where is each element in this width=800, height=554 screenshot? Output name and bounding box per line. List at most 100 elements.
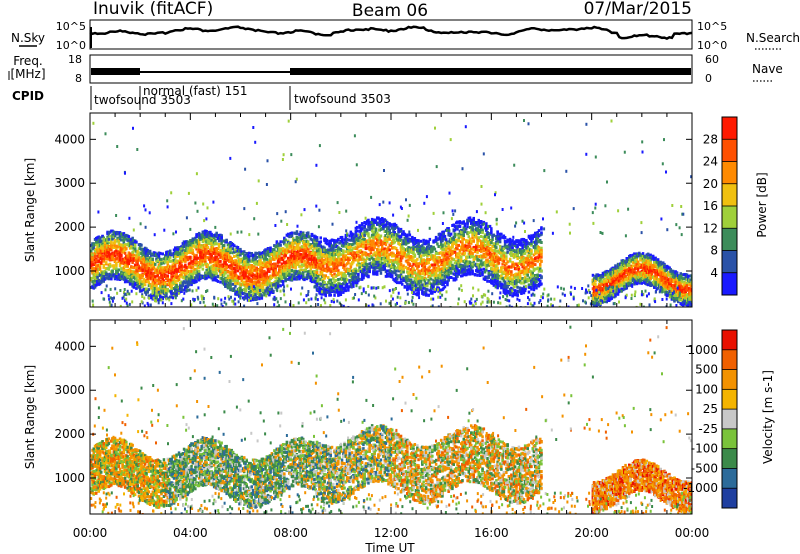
heatmap-cell [214,239,217,242]
heatmap-cell [417,242,420,245]
heatmap-cell [322,265,325,268]
heatmap-cell [223,247,226,250]
nsky-line [90,27,692,39]
heatmap-cell [397,251,400,254]
heatmap-cell [394,261,397,264]
heatmap-cell [110,241,113,244]
heatmap-cell [380,235,383,238]
heatmap-cell [120,255,123,258]
heatmap-cell [358,278,361,281]
heatmap-cell [316,250,319,253]
heatmap-cell [114,254,117,257]
heatmap-cell [251,278,254,281]
heatmap-cell [115,275,118,278]
heatmap-cell [129,283,132,286]
heatmap-cell [170,252,173,255]
nave-label: Nave [752,62,783,76]
heatmap-cell [363,231,366,234]
heatmap-cell [99,237,102,240]
heatmap-cell [350,256,353,259]
heatmap-cell [372,236,375,239]
heatmap-cell [366,264,369,267]
heatmap-cell [174,289,177,292]
heatmap-cell [205,277,208,280]
station-title: Inuvik (fitACF) [93,0,213,19]
heatmap-cell [350,266,353,269]
heatmap-cell [368,258,371,261]
heatmap-cell [356,226,359,229]
heatmap-cell [358,264,361,267]
heatmap-cell [215,232,218,235]
heatmap-cell [405,275,408,278]
heatmap-cell [302,272,305,275]
cpid-label: CPID [12,89,44,103]
heatmap-cell [167,261,170,264]
heatmap-cell [389,229,392,232]
heatmap-cell [162,252,165,255]
heatmap-cell [187,247,190,250]
heatmap-cell [366,256,369,259]
heatmap-cell [276,252,279,255]
heatmap-cell [188,281,191,284]
freq-bar-seg-1 [91,68,140,75]
heatmap-cell [225,266,228,269]
heatmap-cell [417,291,420,294]
heatmap-cell [323,255,326,258]
heatmap-cell [396,278,399,281]
heatmap-cell [256,252,259,255]
nsearch-tick-bottom: 10^0 [697,39,727,52]
heatmap-cell [321,253,324,256]
heatmap-cell [114,239,117,242]
heatmap-cell [337,278,340,281]
heatmap-cell [248,252,251,255]
heatmap-cell [288,273,291,276]
heatmap-cell [258,281,261,284]
heatmap-cell [385,243,388,246]
nsky-tick-top: 10^5 [56,20,86,33]
heatmap-cell [301,245,304,248]
heatmap-cell [367,275,370,278]
heatmap-cell [400,263,403,266]
heatmap-cell [99,240,102,243]
heatmap-cell [233,255,236,258]
heatmap-cell [116,245,119,248]
heatmap-cell [400,230,403,233]
nsky-tick-bottom: 10^0 [56,39,86,52]
nsearch-tick-top: 10^5 [697,20,727,33]
heatmap-cell [320,283,323,286]
heatmap-cell [401,283,404,286]
heatmap-cell [94,255,97,258]
heatmap-cell [174,264,177,267]
heatmap-cell [363,234,366,237]
heatmap-cell [209,260,212,263]
heatmap-cell [424,265,427,268]
heatmap-cell [376,261,379,264]
freq-label: Freq. [13,54,43,68]
heatmap-cell [269,248,272,251]
heatmap-cell [320,240,323,243]
heatmap-cell [422,239,425,242]
heatmap-cell [394,227,397,230]
heatmap-cell [173,272,176,275]
heatmap-cell [133,286,136,289]
heatmap-cell [422,246,425,249]
heatmap-cell [110,277,113,280]
heatmap-cell [246,266,249,269]
heatmap-cell [282,280,285,283]
heatmap-cell [170,286,173,289]
heatmap-cell [346,283,349,286]
heatmap-cell [288,250,291,253]
heatmap-cell [185,266,188,269]
heatmap-cell [294,264,297,267]
heatmap-cell [195,254,198,257]
heatmap-cell [288,235,291,238]
heatmap-cell [98,279,101,282]
heatmap-cell [258,297,261,300]
heatmap-cell [386,269,389,272]
heatmap-cell [169,260,172,263]
heatmap-cell [395,270,398,273]
heatmap-cell [368,270,371,273]
heatmap-cell [177,248,180,251]
heatmap-cell [154,263,157,266]
heatmap-cell [287,257,290,260]
